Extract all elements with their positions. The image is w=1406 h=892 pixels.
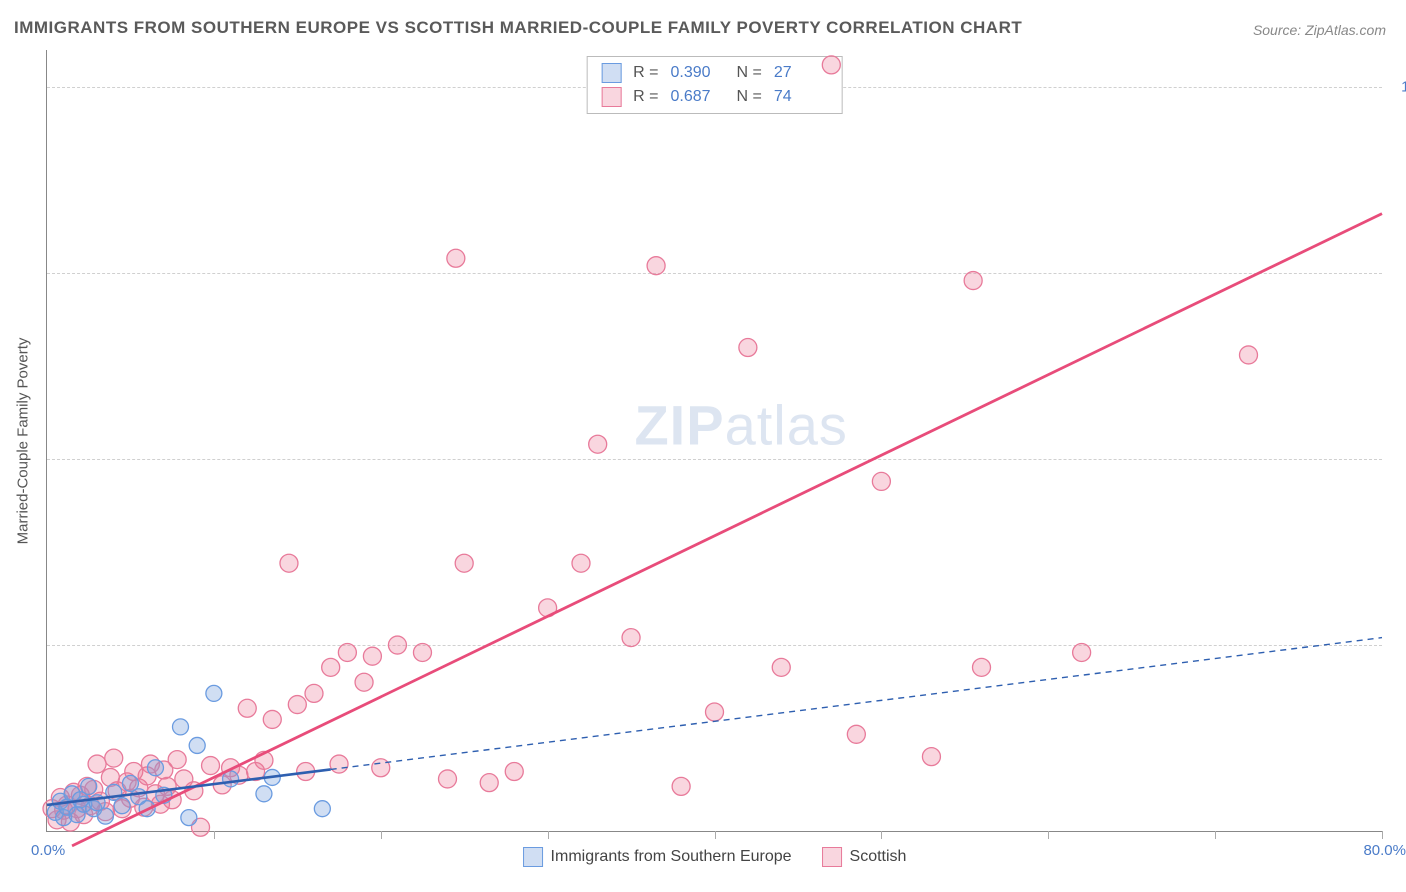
data-point <box>822 56 840 74</box>
data-point <box>314 801 330 817</box>
data-point <box>147 760 163 776</box>
legend-label-blue: Immigrants from Southern Europe <box>551 848 792 866</box>
trend-line <box>72 214 1382 846</box>
data-point <box>363 647 381 665</box>
data-point <box>105 749 123 767</box>
data-point <box>372 759 390 777</box>
data-point <box>439 770 457 788</box>
data-point <box>1240 346 1258 364</box>
data-point <box>189 737 205 753</box>
data-point <box>238 699 256 717</box>
data-point <box>622 629 640 647</box>
data-point <box>338 643 356 661</box>
y-axis-label: Married-Couple Family Poverty <box>15 337 32 544</box>
y-tick-label: 100.0% <box>1401 79 1406 96</box>
data-point <box>388 636 406 654</box>
x-tick <box>381 831 382 839</box>
data-point <box>256 786 272 802</box>
data-point <box>263 710 281 728</box>
data-point <box>305 684 323 702</box>
data-point <box>114 798 130 814</box>
data-point <box>672 777 690 795</box>
legend-swatch-pink <box>822 847 842 867</box>
data-point <box>97 808 113 824</box>
x-tick <box>715 831 716 839</box>
data-point <box>505 762 523 780</box>
x-tick <box>1048 831 1049 839</box>
x-tick <box>548 831 549 839</box>
x-max-label: 80.0% <box>1363 842 1406 859</box>
data-point <box>202 757 220 775</box>
data-point <box>480 774 498 792</box>
data-point <box>455 554 473 572</box>
data-point <box>739 339 757 357</box>
data-point <box>973 658 991 676</box>
data-point <box>772 658 790 676</box>
data-point <box>413 643 431 661</box>
legend-swatch-blue <box>523 847 543 867</box>
data-point <box>181 810 197 826</box>
legend-item-blue: Immigrants from Southern Europe <box>523 847 792 867</box>
data-point <box>647 257 665 275</box>
legend-item-pink: Scottish <box>822 847 907 867</box>
data-point <box>589 435 607 453</box>
chart-svg <box>47 50 1382 831</box>
data-point <box>847 725 865 743</box>
data-point <box>288 696 306 714</box>
data-point <box>706 703 724 721</box>
source-attribution: Source: ZipAtlas.com <box>1253 22 1386 38</box>
data-point <box>872 472 890 490</box>
plot-area: Married-Couple Family Poverty ZIPatlas R… <box>46 50 1382 832</box>
chart-title: IMMIGRANTS FROM SOUTHERN EUROPE VS SCOTT… <box>14 18 1022 38</box>
data-point <box>168 751 186 769</box>
data-point <box>447 249 465 267</box>
data-point <box>964 272 982 290</box>
data-point <box>206 685 222 701</box>
data-point <box>322 658 340 676</box>
data-point <box>81 778 97 794</box>
data-point <box>330 755 348 773</box>
data-point <box>280 554 298 572</box>
data-point <box>173 719 189 735</box>
x-tick <box>1215 831 1216 839</box>
data-point <box>572 554 590 572</box>
legend-series: Immigrants from Southern Europe Scottish <box>523 847 907 867</box>
legend-label-pink: Scottish <box>850 848 907 866</box>
data-point <box>88 755 106 773</box>
data-point <box>355 673 373 691</box>
x-tick <box>881 831 882 839</box>
data-point <box>1073 643 1091 661</box>
x-tick <box>1382 831 1383 839</box>
data-point <box>922 748 940 766</box>
x-origin-label: 0.0% <box>31 842 65 859</box>
x-tick <box>214 831 215 839</box>
trend-line <box>331 638 1382 770</box>
